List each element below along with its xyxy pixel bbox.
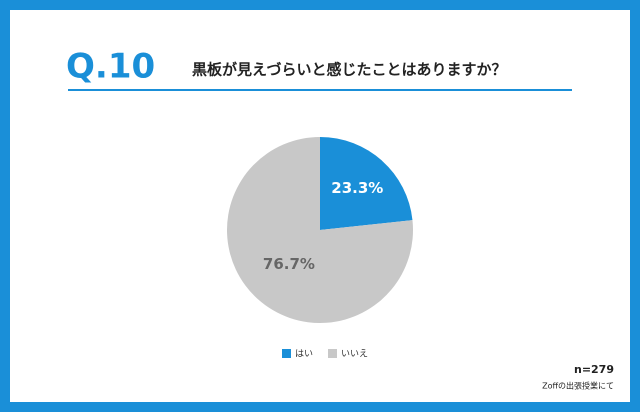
pie-slice: [227, 137, 413, 323]
legend-label: いいえ: [341, 349, 368, 360]
sample-size: n=279: [574, 363, 614, 376]
source: Zoffの出張授業にて: [542, 381, 614, 391]
question-number: Q.10: [66, 47, 155, 87]
pie-slice: [320, 137, 413, 230]
value-label: 76.7%: [263, 255, 315, 273]
value-label: 23.3%: [331, 179, 383, 197]
chart-title: 黒板が見えづらいと感じたことはありますか？: [192, 61, 507, 79]
legend-label: はい: [295, 349, 313, 360]
legend-swatch: [282, 349, 291, 358]
legend-swatch: [328, 349, 337, 358]
